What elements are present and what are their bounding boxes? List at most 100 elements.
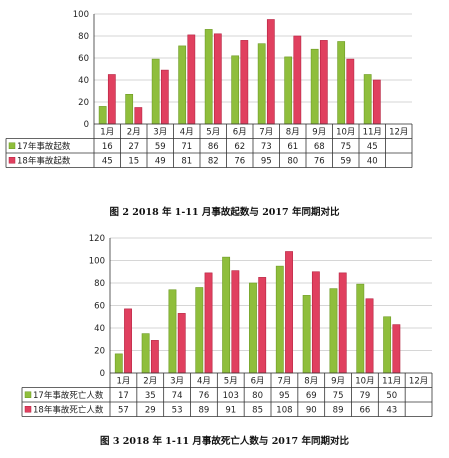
y-tick-label: 80 [78, 32, 89, 42]
category-label: 3月 [170, 377, 184, 387]
y-tick-label: 40 [94, 324, 105, 334]
legend-swatch-2017 [8, 142, 16, 149]
bar-2017-8 [284, 56, 293, 125]
bar-2018-6 [258, 277, 267, 374]
bar-2017-9 [329, 288, 338, 374]
legend-label: 17年事故起数 [17, 141, 71, 152]
data-label: 81 [181, 157, 192, 167]
bar-2018-11 [392, 324, 401, 374]
legend-label: 18年事故死亡人数 [33, 405, 104, 416]
category-label: 6月 [233, 128, 247, 138]
figure-accidents-count: 0 20 40 60 80 100 1月 2月 3月 4月 5月 6月 7月 8月 9月 10月 11月 12月 1… [0, 0, 449, 225]
y-tick-label: 120 [89, 234, 105, 244]
category-label: 11月 [382, 377, 401, 387]
category-label: 10月 [336, 128, 355, 138]
legend-label: 18年事故起数 [17, 156, 71, 167]
bar-2017-9 [310, 48, 319, 125]
data-label: 95 [261, 157, 272, 167]
bar-2018-8 [311, 271, 320, 374]
category-label: 4月 [197, 377, 211, 387]
bar-2017-4 [178, 45, 187, 125]
data-label: 76 [199, 391, 210, 401]
chart-accident-deaths: 0 20 40 60 80 100 120 1月 2月 3月 4月 5月 6月 7月 8月 9月 10月 11月 1… [21, 234, 433, 417]
category-label: 3月 [153, 128, 167, 138]
bar-2018-4 [204, 272, 213, 374]
data-label: 108 [276, 406, 292, 416]
legend-swatch-2017 [24, 391, 32, 398]
data-label: 50 [386, 391, 397, 401]
data-label: 27 [128, 142, 139, 152]
category-label: 5月 [224, 377, 238, 387]
bar-2017-10 [356, 283, 365, 374]
data-label: 45 [367, 142, 378, 152]
data-label: 49 [155, 157, 166, 167]
bar-2018-10 [346, 58, 355, 125]
data-label: 95 [279, 391, 290, 401]
bar-2018-5 [213, 33, 222, 125]
data-label: 66 [360, 406, 371, 416]
bar-2017-5 [222, 256, 231, 374]
category-label: 8月 [286, 128, 300, 138]
figure-caption: 图 2 2018 年 1-11 月事故起数与 2017 年同期对比 [109, 207, 340, 218]
legend-label: 17年事故死亡人数 [33, 390, 104, 401]
data-label: 103 [223, 391, 239, 401]
data-label: 59 [155, 142, 166, 152]
data-label: 90 [306, 406, 317, 416]
bar-2017-3 [168, 289, 177, 374]
data-label: 53 [172, 406, 183, 416]
data-label: 73 [261, 142, 272, 152]
data-label: 61 [287, 142, 298, 152]
category-label: 2月 [143, 377, 157, 387]
data-label: 17 [118, 391, 129, 401]
bar-2018-3 [160, 69, 169, 125]
bar-2018-7 [285, 251, 293, 374]
figure-caption: 图 3 2018 年 1-11 月事故死亡人数与 2017 年同期对比 [100, 436, 349, 447]
category-label: 7月 [277, 377, 291, 387]
data-label: 89 [199, 406, 210, 416]
bar-2018-7 [266, 19, 275, 125]
category-label: 10月 [355, 377, 374, 387]
legend-swatch-2018 [24, 406, 32, 413]
data-label: 57 [118, 406, 129, 416]
data-label: 82 [208, 157, 219, 167]
bar-2017-1 [98, 106, 107, 125]
category-label: 1月 [116, 377, 130, 387]
y-tick-label: 100 [89, 257, 105, 267]
data-label: 91 [225, 406, 236, 416]
category-label: 12月 [389, 128, 408, 138]
bar-2018-2 [134, 107, 143, 125]
data-label: 76 [314, 157, 325, 167]
bar-2017-6 [231, 55, 240, 125]
chart-accidents-count: 0 20 40 60 80 100 1月 2月 3月 4月 5月 6月 7月 8月 9月 10月 11月 12月 1… [5, 10, 413, 168]
bar-2017-6 [249, 282, 257, 374]
category-label: 12月 [409, 377, 428, 387]
data-label: 62 [234, 142, 245, 152]
bar-2017-11 [383, 316, 392, 374]
bar-2017-2 [125, 94, 134, 125]
category-label: 7月 [259, 128, 273, 138]
data-label: 86 [208, 142, 219, 152]
bar-2017-2 [141, 333, 150, 374]
category-label: 6月 [251, 377, 265, 387]
data-label: 76 [234, 157, 245, 167]
category-label: 8月 [304, 377, 318, 387]
bar-2017-3 [151, 58, 160, 125]
data-label: 89 [333, 406, 344, 416]
category-label: 9月 [312, 128, 326, 138]
data-label: 75 [340, 142, 351, 152]
data-label: 45 [102, 157, 113, 167]
data-label: 35 [145, 391, 156, 401]
y-tick-label: 40 [78, 76, 89, 86]
data-label: 43 [386, 406, 397, 416]
bar-2017-8 [302, 295, 311, 374]
y-tick-label: 80 [94, 279, 105, 289]
bar-2018-2 [150, 340, 159, 374]
bar-2018-9 [319, 40, 328, 125]
bar-2017-10 [337, 41, 346, 125]
figure-accident-deaths: 0 20 40 60 80 100 120 1月 2月 3月 4月 5月 6月 7月 8月 9月 10月 11月 1… [0, 225, 449, 458]
data-label: 29 [145, 406, 156, 416]
bar-2018-6 [240, 40, 249, 125]
category-label: 4月 [180, 128, 194, 138]
bar-2018-5 [231, 270, 240, 374]
bar-2018-10 [365, 298, 374, 374]
